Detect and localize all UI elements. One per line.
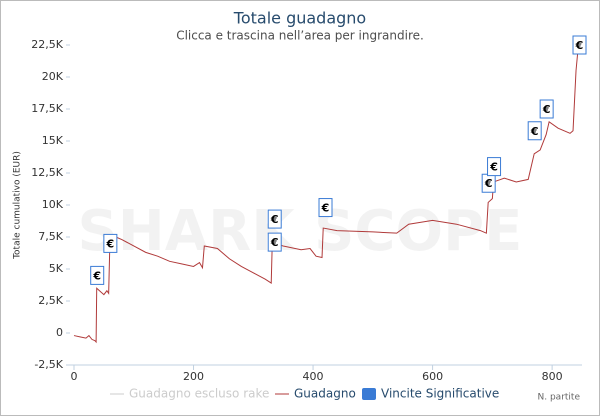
significant-win: € bbox=[481, 173, 496, 193]
win-symbol: € bbox=[270, 236, 279, 249]
x-axis-label: N. partite bbox=[538, 393, 581, 403]
legend-label: Vincite Significative bbox=[381, 387, 499, 401]
win-symbol: € bbox=[92, 269, 101, 282]
x-tick-label: 0 bbox=[71, 370, 78, 383]
x-tick-label: 200 bbox=[183, 370, 204, 383]
x-tick-label: 800 bbox=[542, 370, 563, 383]
significant-win: € bbox=[267, 209, 282, 229]
y-tick-label: 7,5K bbox=[38, 230, 63, 243]
win-marker bbox=[572, 35, 587, 55]
y-axis-label: Totale cumulativo (EUR) bbox=[13, 151, 23, 260]
significant-win: € bbox=[539, 99, 554, 119]
win-marker bbox=[539, 99, 554, 119]
y-tick-label: -2,5K bbox=[34, 358, 63, 371]
chart-subtitle: Clicca e trascina nell’area per ingrandi… bbox=[176, 29, 424, 43]
significant-win: € bbox=[90, 265, 105, 285]
y-tick-label: 10K bbox=[42, 198, 64, 211]
y-tick-label: 17,5K bbox=[31, 102, 63, 115]
win-marker bbox=[318, 198, 333, 218]
y-tick-label: 20K bbox=[42, 70, 64, 83]
win-marker bbox=[267, 209, 282, 229]
win-marker bbox=[90, 265, 105, 285]
significant-win: € bbox=[318, 198, 333, 218]
win-marker bbox=[103, 233, 118, 253]
legend-label: Guadagno bbox=[294, 387, 356, 401]
x-tick-label: 600 bbox=[422, 370, 443, 383]
win-symbol: € bbox=[321, 202, 330, 215]
win-symbol: € bbox=[270, 213, 279, 226]
significant-win: € bbox=[487, 157, 502, 177]
win-marker bbox=[527, 121, 542, 141]
legend-label: Guadagno escluso rake bbox=[129, 387, 269, 401]
y-tick-label: 15K bbox=[42, 134, 64, 147]
significant-win: € bbox=[527, 121, 542, 141]
legend-swatch bbox=[362, 388, 376, 400]
y-tick-label: 0 bbox=[56, 326, 63, 339]
win-symbol: € bbox=[542, 103, 551, 116]
y-tick-label: 22,5K bbox=[31, 38, 63, 51]
y-tick-label: 5K bbox=[49, 262, 64, 275]
win-symbol: € bbox=[484, 177, 493, 190]
win-symbol: € bbox=[575, 39, 584, 52]
win-symbol: € bbox=[106, 237, 115, 250]
y-tick-label: 12,5K bbox=[31, 166, 63, 179]
chart-title: Totale guadagno bbox=[233, 9, 366, 28]
significant-win: € bbox=[572, 35, 587, 55]
win-marker bbox=[487, 157, 502, 177]
watermark: SHARK SCOPE bbox=[78, 199, 523, 264]
x-tick-label: 400 bbox=[303, 370, 324, 383]
win-symbol: € bbox=[530, 125, 539, 138]
y-tick-label: 2,5K bbox=[38, 294, 63, 307]
significant-win: € bbox=[103, 233, 118, 253]
win-marker bbox=[267, 232, 282, 252]
win-symbol: € bbox=[489, 161, 498, 174]
significant-win: € bbox=[267, 232, 282, 252]
